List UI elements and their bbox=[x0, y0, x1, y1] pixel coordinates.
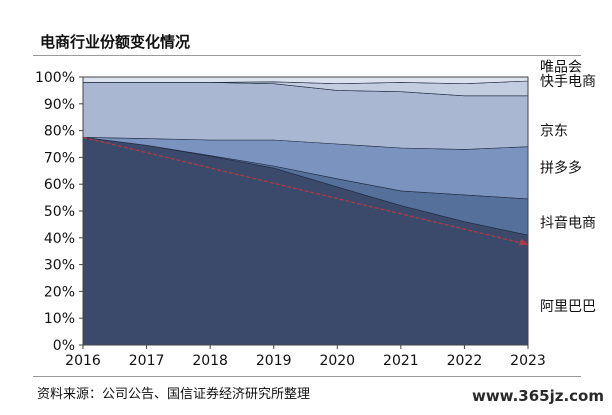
y-tick-label: 0% bbox=[53, 338, 75, 354]
y-tick-label: 30% bbox=[44, 258, 75, 274]
x-axis-ticks: 2016 2017 2018 2019 2020 2021 2022 2023 bbox=[65, 345, 546, 369]
y-tick-label: 100% bbox=[35, 70, 75, 86]
trend-arrowhead bbox=[519, 238, 528, 246]
trend-line bbox=[82, 136, 529, 246]
x-tick-label: 2023 bbox=[510, 353, 546, 369]
stacked-area-chart: 0%10%20%30%40%50%60%70%80%90%100% 2016 20… bbox=[35, 59, 596, 369]
x-tick-label: 2019 bbox=[256, 353, 292, 369]
y-tick-label: 50% bbox=[44, 204, 75, 220]
x-tick-label: 2018 bbox=[192, 353, 228, 369]
y-tick-label: 80% bbox=[44, 124, 75, 140]
area-series-5 bbox=[82, 76, 529, 85]
series-label-4: 快手电商 bbox=[540, 74, 596, 90]
x-tick-label: 2021 bbox=[383, 353, 419, 369]
series-label-0: 阿里巴巴 bbox=[540, 299, 596, 315]
x-tick-label: 2022 bbox=[447, 353, 483, 369]
area-layers bbox=[82, 76, 529, 346]
watermark: www.365jz.com bbox=[471, 387, 604, 405]
y-tick-label: 70% bbox=[44, 150, 75, 166]
x-tick-label: 2016 bbox=[65, 353, 101, 369]
series-label-2: 拼多多 bbox=[540, 159, 582, 176]
source-divider bbox=[33, 376, 581, 377]
series-label-1: 抖音电商 bbox=[540, 214, 596, 231]
y-axis-ticks: 0% 10% 20% 30% 40% 50% 60% 70% 80% 90% 100% bbox=[35, 70, 83, 354]
series-label-5: 唯品会 bbox=[540, 59, 582, 75]
source-note: 资料来源：公司公告、国信证券经济研究所整理 bbox=[37, 387, 311, 402]
x-tick-label: 2020 bbox=[319, 353, 355, 369]
y-tick-label: 20% bbox=[44, 284, 75, 300]
title-divider bbox=[33, 55, 581, 56]
series-label-3: 京东 bbox=[540, 124, 568, 140]
y-tick-label: 90% bbox=[44, 97, 75, 113]
x-tick-label: 2017 bbox=[129, 353, 165, 369]
trend-line-layer bbox=[82, 136, 529, 246]
chart-title: 电商行业份额变化情况 bbox=[40, 33, 191, 51]
y-tick-label: 10% bbox=[44, 311, 75, 327]
y-tick-label: 60% bbox=[44, 177, 75, 193]
y-tick-label: 40% bbox=[44, 231, 75, 247]
